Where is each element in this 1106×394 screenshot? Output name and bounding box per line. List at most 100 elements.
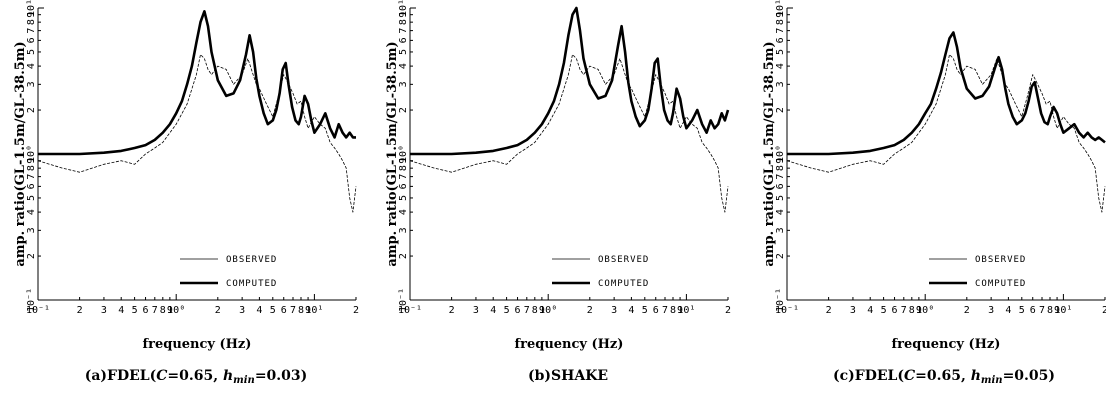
x-tick-label: 10¹ <box>677 305 695 316</box>
x-axis-title: frequency (Hz) <box>892 337 1001 352</box>
x-tick-label: 10⁰ <box>539 305 557 316</box>
x-tick-label: 4 <box>256 305 262 316</box>
y-tick-label: 10⁻¹ <box>398 288 409 312</box>
x-tick-label: 2 <box>215 305 221 316</box>
x-tick-label: 3 <box>611 305 617 316</box>
y-axis-title: amp. ratio(GL-1.5m/GL-38.5m) <box>13 41 28 266</box>
x-tick-label: 9 <box>305 305 311 316</box>
y-tick-label: 3 <box>398 81 409 87</box>
y-tick-label: 7 <box>398 28 409 34</box>
y-tick-label: 9 <box>398 158 409 164</box>
x-tick-label: 2 <box>826 305 832 316</box>
y-tick-label: 6 <box>398 37 409 43</box>
y-tick-label: 9 <box>775 12 786 18</box>
x-tick-label: 8 <box>160 305 166 316</box>
x-tick-label: 9 <box>677 305 683 316</box>
x-tick-label: 3 <box>850 305 856 316</box>
x-tick-label: 10¹ <box>305 305 323 316</box>
y-tick-label: 8 <box>775 19 786 25</box>
y-tick-label: 6 <box>775 183 786 189</box>
x-tick-label: 7 <box>290 305 296 316</box>
y-tick-label: 5 <box>26 195 37 201</box>
x-tick-label: 6 <box>281 305 287 316</box>
y-tick-label: 10⁻¹ <box>26 288 37 312</box>
x-tick-label: 3 <box>101 305 107 316</box>
x-tick-label: 3 <box>239 305 245 316</box>
x-tick-label: 4 <box>490 305 496 316</box>
legend-label-computed: COMPUTED <box>598 279 649 289</box>
y-tick-label: 7 <box>775 28 786 34</box>
y-tick-label: 9 <box>775 158 786 164</box>
y-tick-label: 3 <box>26 227 37 233</box>
y-tick-label: 8 <box>26 19 37 25</box>
y-tick-label: 10¹ <box>26 0 37 17</box>
x-tick-label: 4 <box>867 305 873 316</box>
y-tick-label: 10⁻¹ <box>775 288 786 312</box>
x-tick-label: 9 <box>167 305 173 316</box>
y-tick-label: 4 <box>26 63 37 69</box>
x-tick-label: 10⁰ <box>167 305 185 316</box>
x-tick-label: 2 <box>77 305 83 316</box>
x-tick-label: 2 <box>449 305 455 316</box>
y-tick-label: 7 <box>398 174 409 180</box>
y-tick-label: 2 <box>26 107 37 113</box>
panel-caption: (a)FDEL(C=0.65, hmin=0.03) <box>85 368 308 386</box>
y-tick-label: 3 <box>398 227 409 233</box>
x-tick-label: 8 <box>1047 305 1053 316</box>
x-tick-label: 5 <box>270 305 276 316</box>
y-tick-label: 6 <box>398 183 409 189</box>
y-tick-label: 8 <box>398 165 409 171</box>
x-tick-label: 5 <box>881 305 887 316</box>
y-tick-label: 5 <box>26 49 37 55</box>
y-tick-label: 6 <box>26 183 37 189</box>
legend-label-observed: OBSERVED <box>975 255 1026 265</box>
x-tick-label: 6 <box>892 305 898 316</box>
panel-caption: (b)SHAKE <box>528 368 608 384</box>
x-tick-label: 2 <box>964 305 970 316</box>
y-tick-label: 7 <box>26 174 37 180</box>
y-tick-label: 10¹ <box>398 0 409 17</box>
y-tick-label: 4 <box>775 63 786 69</box>
x-tick-label: 10⁻¹ <box>775 305 799 316</box>
y-tick-label: 2 <box>26 253 37 259</box>
x-tick-label: 7 <box>152 305 158 316</box>
x-tick-label: 3 <box>473 305 479 316</box>
y-tick-label: 8 <box>26 165 37 171</box>
x-tick-label: 5 <box>642 305 648 316</box>
y-tick-label: 9 <box>26 158 37 164</box>
x-tick-label: 2 <box>353 305 359 316</box>
legend-label-computed: COMPUTED <box>975 279 1026 289</box>
panel-caption: (c)FDEL(C=0.65, hmin=0.05) <box>833 368 1055 386</box>
x-tick-label: 8 <box>670 305 676 316</box>
x-tick-label: 4 <box>118 305 124 316</box>
y-tick-label: 5 <box>775 49 786 55</box>
y-tick-label: 10⁰ <box>26 145 37 163</box>
y-tick-label: 4 <box>26 209 37 215</box>
x-tick-label: 8 <box>532 305 538 316</box>
y-tick-label: 9 <box>26 12 37 18</box>
x-tick-label: 6 <box>515 305 521 316</box>
y-tick-label: 10⁰ <box>775 145 786 163</box>
y-tick-label: 4 <box>775 209 786 215</box>
y-axis-title: amp. ratio(GL-1.5m/GL-38.5m) <box>762 41 777 266</box>
x-tick-label: 2 <box>587 305 593 316</box>
y-tick-label: 3 <box>775 227 786 233</box>
y-tick-label: 6 <box>775 37 786 43</box>
y-tick-label: 3 <box>775 81 786 87</box>
x-tick-label: 8 <box>909 305 915 316</box>
x-tick-label: 4 <box>628 305 634 316</box>
series-computed-line <box>38 10 356 156</box>
x-tick-label: 3 <box>988 305 994 316</box>
x-tick-label: 10⁻¹ <box>398 305 422 316</box>
y-tick-label: 8 <box>398 19 409 25</box>
x-tick-label: 9 <box>1054 305 1060 316</box>
y-tick-label: 8 <box>775 165 786 171</box>
series-observed-line <box>786 54 1106 213</box>
series-observed-line <box>409 54 729 213</box>
x-tick-label: 2 <box>1102 305 1106 316</box>
y-tick-label: 4 <box>398 209 409 215</box>
x-tick-label: 5 <box>132 305 138 316</box>
